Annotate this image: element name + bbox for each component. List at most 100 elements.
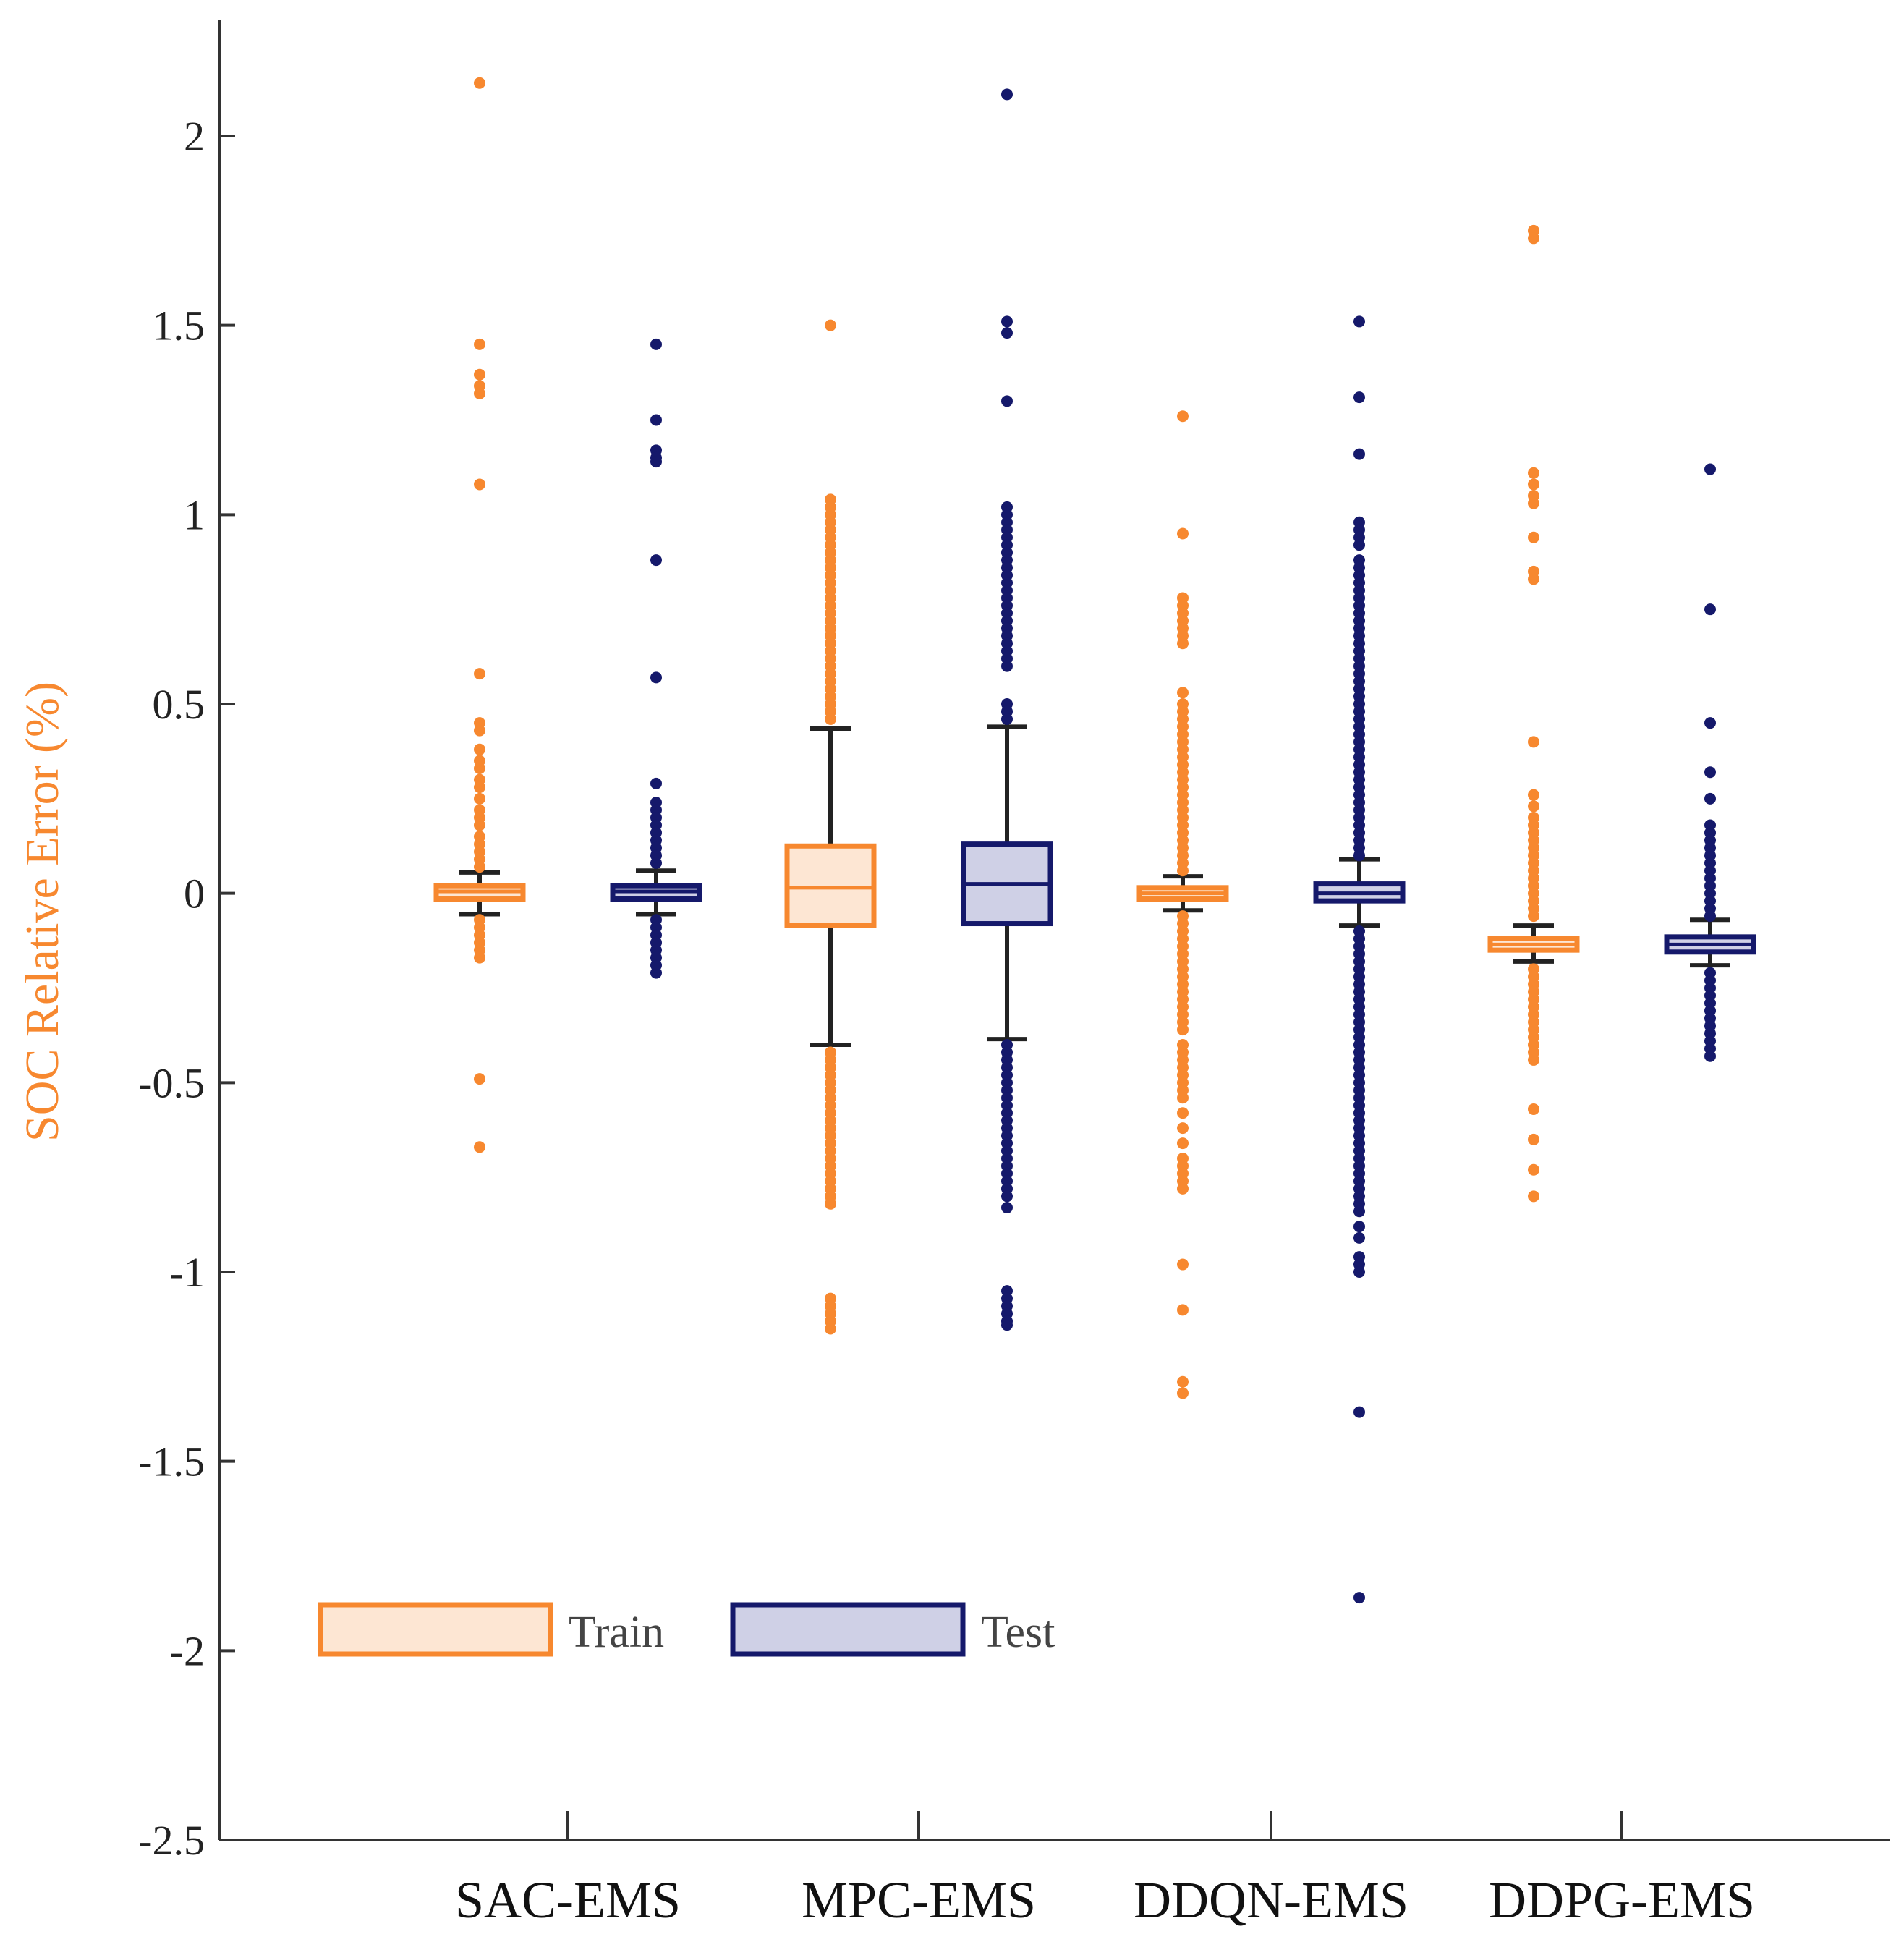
outlier-point <box>1177 1092 1189 1104</box>
x-category-label: DDQN-EMS <box>1134 1871 1408 1929</box>
y-tick-label: 2 <box>184 113 205 160</box>
legend-swatch-train <box>318 1602 553 1657</box>
outlier-point <box>1528 736 1539 748</box>
outlier-point <box>474 951 485 964</box>
outlier-point <box>474 478 485 491</box>
outlier-point <box>1528 1190 1539 1203</box>
box-group-train-ddqn-ems <box>1136 410 1229 1399</box>
outlier-point <box>1353 849 1365 862</box>
outlier-point <box>1528 478 1539 491</box>
outlier-point <box>474 1141 485 1153</box>
outlier-point <box>1001 713 1013 725</box>
outlier-point <box>1528 800 1539 813</box>
y-tick-label: 0.5 <box>153 681 205 728</box>
outlier-point <box>1528 789 1539 801</box>
outlier-point <box>650 967 662 979</box>
box <box>784 843 877 928</box>
outlier-point <box>650 456 662 468</box>
outlier-point <box>650 554 662 567</box>
outlier-point <box>1528 497 1539 509</box>
outlier-point <box>1353 1406 1365 1418</box>
outlier-point <box>474 338 485 350</box>
outlier-point <box>1001 395 1013 407</box>
y-tick-label: -1 <box>170 1249 205 1296</box>
y-tick-label: -0.5 <box>138 1059 205 1106</box>
outlier-point <box>474 743 485 755</box>
outlier-point <box>474 762 485 774</box>
outlier-point <box>1177 1258 1189 1271</box>
outlier-point <box>1528 1053 1539 1066</box>
outlier-point <box>1704 603 1716 616</box>
outlier-point <box>1177 1387 1189 1399</box>
outlier-point <box>1704 792 1716 805</box>
outlier-point <box>1177 865 1189 877</box>
outlier-point <box>1528 910 1539 923</box>
outlier-point <box>1177 1107 1189 1119</box>
outlier-point <box>1528 1163 1539 1176</box>
outlier-point <box>1177 1182 1189 1195</box>
legend-label-train: Train <box>569 1608 664 1657</box>
outlier-point <box>1353 448 1365 460</box>
outlier-point <box>474 77 485 89</box>
box-group-test-ddpg-ems <box>1664 463 1756 1062</box>
outlier-point <box>1528 232 1539 245</box>
outlier-point <box>1528 531 1539 543</box>
box-group-train-sac-ems <box>433 77 526 1153</box>
outlier-point <box>1704 766 1716 779</box>
y-tick-label: -2.5 <box>138 1817 205 1864</box>
box-group-train-mpc-ems <box>784 319 877 1335</box>
outlier-point <box>825 1323 836 1335</box>
outlier-point <box>1177 1304 1189 1316</box>
outlier-point <box>1704 717 1716 729</box>
outlier-point <box>1177 687 1189 699</box>
plot-area: 2 1.5 1 0.5 0 -0.5 -1 -1.5 -2 -2.5 SAC-EMS MPC-EMS D… <box>138 20 1890 1929</box>
outlier-point <box>474 387 485 399</box>
y-axis-label-group: SOC Relative Error (%) <box>16 682 69 1142</box>
outlier-point <box>1528 573 1539 585</box>
outlier-point <box>1177 1024 1189 1036</box>
outlier-point <box>650 777 662 789</box>
x-category-label: SAC-EMS <box>455 1871 681 1929</box>
outlier-point <box>1528 467 1539 479</box>
outlier-point <box>1177 527 1189 540</box>
outlier-point <box>1353 1221 1365 1233</box>
outlier-point <box>650 857 662 869</box>
outlier-point <box>1001 315 1013 328</box>
y-tick-label: 1 <box>184 491 205 538</box>
outlier-point <box>1353 391 1365 404</box>
outlier-point <box>1704 463 1716 475</box>
box-group-test-sac-ems <box>610 338 702 979</box>
outlier-point <box>1177 410 1189 423</box>
outlier-point <box>1353 315 1365 328</box>
outlier-point <box>825 1197 836 1210</box>
outlier-point <box>1353 1231 1365 1244</box>
outlier-point <box>650 671 662 684</box>
outlier-point <box>1001 1319 1013 1331</box>
y-tick-label: 1.5 <box>153 302 205 349</box>
outlier-point <box>1528 1133 1539 1145</box>
outlier-point <box>1001 1202 1013 1214</box>
y-tick-label: -1.5 <box>138 1438 205 1485</box>
outlier-point <box>474 792 485 805</box>
outlier-point <box>825 713 836 725</box>
outlier-point <box>1528 1103 1539 1115</box>
legend: Train Test <box>318 1602 1055 1657</box>
box-group-test-ddqn-ems <box>1313 315 1406 1604</box>
outlier-point <box>1177 1137 1189 1150</box>
outlier-point <box>1704 1050 1716 1062</box>
x-category-label: MPC-EMS <box>802 1871 1036 1929</box>
outlier-point <box>650 414 662 426</box>
outlier-point <box>1001 660 1013 672</box>
outlier-point <box>474 668 485 680</box>
outlier-point <box>1353 1592 1365 1604</box>
outlier-point <box>474 819 485 831</box>
legend-swatch-test <box>730 1602 966 1657</box>
outlier-point <box>1177 1375 1189 1388</box>
outlier-point <box>474 724 485 737</box>
outlier-point <box>825 319 836 331</box>
outlier-point <box>474 781 485 794</box>
outlier-point <box>474 861 485 873</box>
outlier-point <box>474 1073 485 1085</box>
outlier-point <box>1001 327 1013 339</box>
